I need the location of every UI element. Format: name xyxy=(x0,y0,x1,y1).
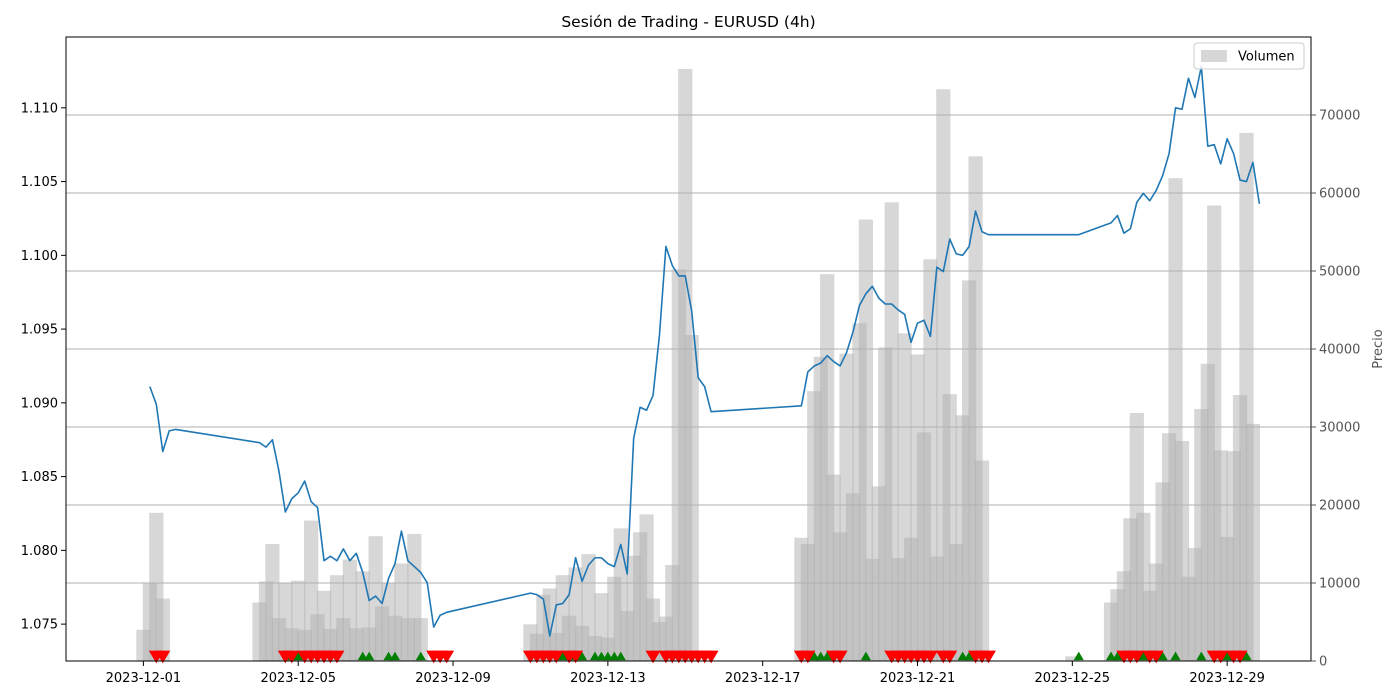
sell-marker xyxy=(155,650,171,664)
buy-marker xyxy=(609,651,620,661)
y-tick-label-right: 40000 xyxy=(1319,343,1360,358)
sell-marker xyxy=(329,650,345,664)
volume-bar xyxy=(1245,423,1261,661)
buy-markers xyxy=(286,651,1252,661)
sell-marker xyxy=(1129,650,1145,664)
y-tick-label-left: 1.080 xyxy=(21,544,58,559)
sell-marker xyxy=(1148,650,1164,664)
buy-marker xyxy=(1138,651,1149,661)
x-tick-label: 2023-12-13 xyxy=(570,671,646,686)
sell-marker xyxy=(645,650,661,664)
volume-bar xyxy=(974,460,990,661)
y-axis-left: 1.075 1.080 1.085 1.090 1.095 1.100 1.105 1.110 xyxy=(21,101,66,633)
y-tick-label-right: 50000 xyxy=(1319,265,1360,280)
buy-marker xyxy=(357,651,368,661)
y-tick-label-right: 30000 xyxy=(1319,421,1360,436)
buy-marker xyxy=(589,651,600,661)
y-tick-label-left: 1.090 xyxy=(21,396,58,411)
x-tick-label: 2023-12-09 xyxy=(415,671,491,686)
y-tick-label-left: 1.100 xyxy=(21,249,58,264)
price-line xyxy=(149,65,1261,637)
sell-marker xyxy=(832,650,848,664)
y-tick-label-right: 20000 xyxy=(1319,499,1360,514)
sell-marker xyxy=(284,650,300,664)
buy-marker xyxy=(293,651,304,661)
buy-marker xyxy=(1073,651,1084,661)
legend-label-volume: Volumen xyxy=(1238,50,1295,65)
sell-marker xyxy=(800,650,816,664)
sell-marker xyxy=(568,650,584,664)
y-tick-label-right: 0 xyxy=(1319,655,1327,670)
sell-marker xyxy=(980,650,996,664)
x-tick-label: 2023-12-21 xyxy=(880,671,956,686)
buy-marker xyxy=(596,651,607,661)
x-tick-label: 2023-12-01 xyxy=(106,671,182,686)
y-tick-label-left: 1.075 xyxy=(21,618,58,633)
buy-marker xyxy=(822,651,833,661)
buy-marker xyxy=(1241,651,1252,661)
buy-marker xyxy=(602,651,613,661)
sell-marker xyxy=(922,650,938,664)
y-tick-label-left: 1.095 xyxy=(21,323,58,338)
y-tick-label-left: 1.105 xyxy=(21,175,58,190)
buy-marker xyxy=(1106,651,1117,661)
buy-marker xyxy=(809,651,820,661)
y-tick-label-right: 70000 xyxy=(1319,109,1360,124)
x-tick-label: 2023-12-17 xyxy=(725,671,801,686)
buy-marker xyxy=(964,651,975,661)
volume-bar xyxy=(884,202,899,662)
x-tick-label: 2023-12-29 xyxy=(1189,671,1265,686)
buy-marker xyxy=(957,651,968,661)
buy-marker xyxy=(615,651,626,661)
sell-marker xyxy=(548,650,564,664)
volume-bar xyxy=(1065,656,1080,661)
x-axis: 2023-12-01 2023-12-05 2023-12-09 2023-12-13… xyxy=(106,661,1265,686)
buy-marker xyxy=(364,651,375,661)
legend-swatch-volume xyxy=(1201,50,1227,62)
volume-bar xyxy=(155,598,170,661)
sell-marker xyxy=(1213,650,1229,664)
sell-marker xyxy=(1232,650,1248,664)
buy-marker xyxy=(1112,651,1123,661)
y-axis-right-label: Precio xyxy=(1371,329,1386,368)
buy-marker xyxy=(577,651,588,661)
buy-marker xyxy=(557,651,568,661)
sell-markers xyxy=(148,650,1248,664)
x-tick-label: 2023-12-05 xyxy=(260,671,336,686)
buy-marker xyxy=(815,651,826,661)
volume-bar xyxy=(581,554,596,661)
chart-title: Sesión de Trading - EURUSD (4h) xyxy=(561,13,815,31)
buy-marker xyxy=(1222,651,1233,661)
buy-marker xyxy=(383,651,394,661)
y-tick-label-left: 1.110 xyxy=(21,101,58,116)
y-axis-right: 0 10000 20000 30000 40000 50000 60000 70000 xyxy=(1311,109,1360,670)
volume-bar xyxy=(684,334,699,661)
sell-marker xyxy=(439,650,455,664)
y-tick-label-right: 60000 xyxy=(1319,187,1360,202)
volume-bar xyxy=(858,219,873,661)
x-tick-label: 2023-12-25 xyxy=(1035,671,1111,686)
legend-box xyxy=(1193,42,1305,70)
y-tick-label-left: 1.085 xyxy=(21,470,58,485)
buy-marker xyxy=(389,651,400,661)
legend: Volumen xyxy=(1193,42,1305,70)
y-tick-label-right: 10000 xyxy=(1319,577,1360,592)
sell-marker xyxy=(703,650,719,664)
buy-marker xyxy=(1170,651,1181,661)
volume-bar xyxy=(413,618,428,661)
buy-marker xyxy=(1196,651,1207,661)
buy-marker xyxy=(1157,651,1168,661)
sell-marker xyxy=(942,650,958,664)
buy-marker xyxy=(415,651,426,661)
volume-bars xyxy=(136,68,1261,662)
buy-marker xyxy=(860,651,871,661)
